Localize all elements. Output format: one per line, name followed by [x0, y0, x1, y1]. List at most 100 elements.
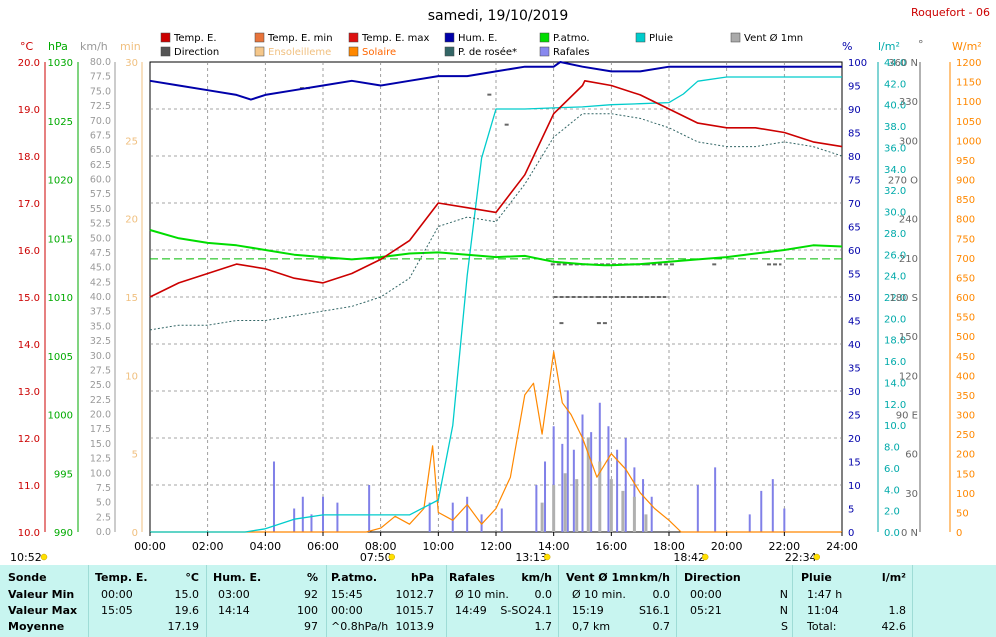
wind-tick: 45.0 [90, 263, 111, 274]
wind-tick: 30.0 [90, 351, 111, 362]
legend-swatch [160, 46, 171, 57]
legend-label: Pluie [649, 33, 673, 44]
stats-header: Temp. E. [95, 571, 148, 584]
wind-tick: 40.0 [90, 292, 111, 303]
wind-tick: 57.5 [90, 189, 111, 200]
stats-cell: 11:04 [807, 604, 839, 617]
series-p-de-ros-e [149, 113, 843, 331]
stats-cell: N [779, 588, 788, 601]
rain-tick: 2.0 [884, 507, 900, 518]
stats-cell: 15:45 [331, 588, 363, 601]
sunshine-tick: 0 [132, 528, 138, 539]
wind-tick: 2.5 [96, 512, 111, 523]
humidity-tick: 45 [848, 317, 861, 328]
x-tick-label: 24:00 [826, 540, 858, 553]
wind-tick: 75.0 [90, 86, 111, 97]
legend-swatch [730, 32, 741, 43]
x-tick-label: 20:00 [711, 540, 743, 553]
left-axes: 10.0 11.0 12.0 13.0 14.0 15.0 16.0 17.0 18.0 19.0… [18, 57, 143, 539]
sun-event-label: 18:42 [673, 551, 705, 564]
wind-tick: 5.0 [96, 498, 111, 509]
stats-cell: 97 [304, 620, 318, 633]
stats-cell: 00:00 [101, 588, 133, 601]
stats-cell: ^0.8hPa/h [331, 620, 389, 633]
x-tick-label: 08:00 [365, 540, 397, 553]
stats-divider [558, 565, 559, 637]
direction-tick: 330 [899, 97, 918, 108]
pressure-tick: 995 [54, 469, 73, 480]
x-tick-label: 04:00 [249, 540, 281, 553]
humidity-tick: 80 [848, 152, 861, 163]
humidity-tick: 85 [848, 129, 861, 140]
wind-tick: 65.0 [90, 145, 111, 156]
stats-cell: 15:05 [101, 604, 133, 617]
sun-event-label: 22:34 [785, 551, 817, 564]
solar-tick: 250 [956, 430, 975, 441]
stats-row-label: Valeur Min [8, 588, 75, 601]
humidity-tick: 25 [848, 411, 861, 422]
rain-tick: 34.0 [884, 165, 906, 176]
rain-unit: l/m² [878, 40, 900, 53]
stats-cell: 00:00 [690, 588, 722, 601]
wind-tick: 10.0 [90, 468, 111, 479]
humidity-tick: 0 [848, 528, 854, 539]
rain-tick: 26.0 [884, 250, 906, 261]
stats-header: Sonde [8, 571, 47, 584]
direction-tick: 150 [899, 332, 918, 343]
stats-cell: 19.6 [174, 604, 200, 617]
stats-header: km/h [639, 571, 670, 584]
stats-header: Vent Ø 1mn [566, 571, 639, 584]
stats-header: km/h [521, 571, 552, 584]
stats-cell: 100 [297, 604, 318, 617]
wind-tick: 67.5 [90, 130, 111, 141]
stats-header: l/m² [881, 571, 906, 584]
direction-tick: 90 E [896, 411, 918, 422]
rain-tick: 42.0 [884, 79, 906, 90]
temp-tick: 20.0 [18, 58, 40, 69]
stats-cell: S [639, 604, 646, 617]
rain-tick: 44.0 [884, 58, 906, 69]
stats-cell: 24.1 [527, 604, 553, 617]
solar-tick: 900 [956, 176, 975, 187]
rain-tick: 16.0 [884, 357, 906, 368]
temp-tick: 11.0 [18, 481, 40, 492]
legend-swatch [444, 32, 455, 43]
right-axes: 0 5 10 15 20 25 30 35 40 45 50 55 60 65 70 75 80 85 90 95 10… [841, 58, 981, 539]
humidity-unit: % [842, 40, 852, 53]
rain-tick: 20.0 [884, 314, 906, 325]
stats-cell: 1.8 [888, 604, 907, 617]
solar-tick: 650 [956, 273, 975, 284]
temp-unit: °C [20, 40, 34, 53]
solar-tick: 400 [956, 371, 975, 382]
stats-row-label: Valeur Max [8, 604, 78, 617]
legend-label: P. de rosée* [458, 46, 517, 58]
stats-cell: 1012.7 [395, 588, 435, 601]
sunshine-tick: 30 [125, 58, 138, 69]
stats-cell: 17.19 [167, 620, 200, 633]
direction-tick: 300 [899, 136, 918, 147]
stats-cell: Ø 10 min. [572, 588, 626, 601]
x-tick-label: 22:00 [768, 540, 800, 553]
rain-tick: 0.0 [884, 528, 900, 539]
legend-label: Rafales [553, 47, 590, 58]
stats-cell: 92 [304, 588, 318, 601]
solar-tick: 950 [956, 156, 975, 167]
wind-tick: 37.5 [90, 307, 111, 318]
stats-divider [206, 565, 207, 637]
stats-cell: 0.0 [534, 588, 553, 601]
stats-header: Rafales [449, 571, 495, 584]
sun-icon [701, 553, 709, 561]
direction-tick: 240 [899, 215, 918, 226]
direction-unit: ° [918, 38, 924, 51]
stats-divider [792, 565, 793, 637]
pressure-unit: hPa [48, 40, 68, 53]
rain-tick: 28.0 [884, 229, 906, 240]
direction-tick: 210 [899, 254, 918, 265]
x-axis: 00:00 02:00 04:00 06:00 08:00 10:00 12:00 14:00… [134, 532, 858, 553]
solar-tick: 1100 [956, 97, 981, 108]
rain-tick: 22.0 [884, 293, 906, 304]
wind-tick: 50.0 [90, 233, 111, 244]
axis-unit-labels: °C hPa km/h min% l/m² ° W/m² [20, 38, 982, 53]
solar-tick: 0 [956, 528, 962, 539]
temp-tick: 15.0 [18, 293, 40, 304]
